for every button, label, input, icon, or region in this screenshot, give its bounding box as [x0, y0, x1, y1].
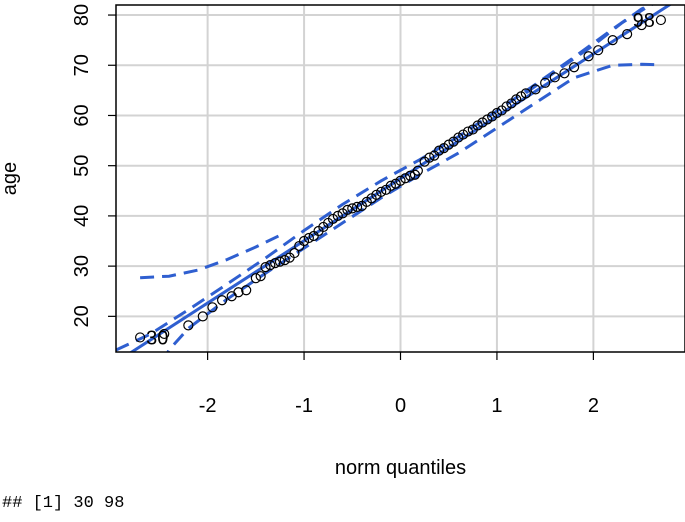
point-labels: 30 98 [146, 10, 655, 349]
x-tick-label: 2 [588, 395, 599, 417]
data-point [655, 14, 666, 26]
data-point [462, 126, 474, 137]
y-tick-label: 50 [71, 155, 93, 177]
x-tick-label: 0 [395, 395, 406, 417]
data-point [260, 262, 271, 273]
data-point [352, 201, 363, 212]
data-point [540, 77, 551, 88]
data-point [530, 84, 541, 95]
data-point [607, 35, 618, 46]
x-axis: -2 -1 0 1 2 [199, 352, 599, 417]
y-tick-label: 40 [71, 205, 93, 227]
data-point [274, 256, 286, 267]
data-point [183, 320, 194, 331]
data-point [405, 170, 416, 181]
data-points [135, 14, 666, 343]
data-point [433, 145, 445, 156]
data-point [270, 258, 281, 269]
x-tick-label: -2 [199, 395, 217, 417]
y-tick-label: 80 [71, 4, 93, 26]
data-point [520, 88, 531, 99]
y-tick-label: 60 [71, 104, 93, 126]
y-axis-title: age [0, 162, 21, 195]
band-upper [116, 5, 655, 352]
data-point [491, 107, 503, 119]
data-point [216, 295, 228, 306]
data-point [332, 210, 343, 222]
data-point [559, 68, 570, 79]
band-upper-right-tail [525, 6, 648, 95]
y-tick-label: 20 [71, 305, 93, 327]
data-point [159, 328, 170, 340]
y-tick-label: 30 [71, 255, 93, 277]
qq-plot: 30 98 -2 -1 0 1 2 20 30 40 50 60 70 80 norm quantil… [0, 4, 685, 479]
data-point [376, 186, 387, 197]
console-output: ## [1] 30 98 [2, 494, 125, 513]
data-point [241, 285, 252, 296]
data-point [197, 311, 208, 322]
x-tick-label: -1 [295, 395, 313, 417]
data-point [135, 332, 146, 343]
data-point [255, 271, 266, 282]
band-lower-left-tail [140, 231, 286, 280]
y-axis: 20 30 40 50 60 70 80 [71, 4, 116, 327]
y-tick-label: 70 [71, 54, 93, 76]
data-point [279, 255, 290, 266]
data-point [342, 204, 353, 215]
data-point [233, 287, 244, 298]
data-point [583, 51, 594, 62]
data-point [424, 152, 435, 163]
point-label: 98 [633, 10, 655, 32]
data-point [636, 19, 647, 31]
x-tick-label: 1 [491, 395, 502, 417]
data-point [250, 273, 261, 284]
data-point [303, 232, 314, 244]
data-point [593, 45, 604, 56]
data-point [265, 260, 276, 271]
point-label: 30 [146, 327, 168, 349]
data-point [207, 302, 218, 313]
data-point [549, 72, 560, 83]
data-point [622, 29, 633, 40]
data-point [289, 247, 300, 259]
data-point [395, 175, 406, 186]
data-point [568, 62, 580, 73]
data-point [412, 165, 423, 176]
data-point [347, 203, 358, 214]
data-point [385, 180, 396, 191]
band-lower [166, 62, 661, 352]
data-point [400, 173, 411, 184]
x-axis-title: norm quantiles [335, 457, 466, 479]
